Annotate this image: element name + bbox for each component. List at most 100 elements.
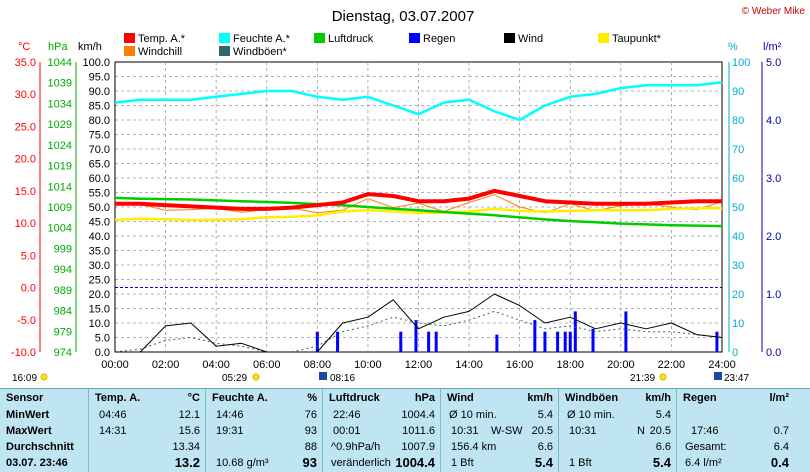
stats-cell: 12.1	[178, 409, 200, 421]
x-tick-label: 00:00	[101, 359, 129, 371]
stats-cell: Ø 10 min.	[449, 409, 497, 421]
stats-col-wind: Wind km/h Ø 10 min. 5.4 10:31 W-SW 20.5 …	[440, 389, 559, 472]
wind-tick-label: 90.0	[89, 86, 110, 98]
stats-unit-wind: km/h	[527, 392, 553, 404]
stats-cell: 1004.4	[401, 409, 435, 421]
wind-tick-label: 25.0	[89, 275, 110, 287]
plot-area: 35.0 30.0 25.0 20.0 15.0 10.0 5.0 0.0 -5.0 -10.0 1…	[11, 57, 781, 384]
moon-mark-a: 08:16	[330, 373, 355, 384]
stats-cell: 20.5	[531, 425, 553, 437]
wind-tick-label: 65.0	[89, 159, 110, 171]
wind-tick-label: 0.0	[95, 347, 110, 359]
rain-tick-label: 0.0	[766, 347, 781, 359]
wind-tick-label: 5.0	[95, 333, 110, 345]
rain-bar	[315, 331, 319, 352]
wind-tick-label: 15.0	[89, 304, 110, 316]
sunset-label: 21:39	[630, 373, 655, 384]
rain-bar	[543, 331, 547, 352]
stats-cell: 17:46	[691, 425, 719, 437]
stats-cell: 00:01	[333, 425, 361, 437]
stats-cell: Ø 10 min.	[567, 409, 615, 421]
legend-swatch-temp	[124, 33, 135, 43]
pressure-tick-label: 1044	[48, 57, 72, 69]
pressure-tick-label: 1034	[48, 98, 72, 110]
stats-cell: 1 Bft	[451, 457, 474, 469]
rain-bar	[624, 311, 628, 352]
stats-cell: 156.4 km	[451, 441, 497, 453]
x-tick-label: 22:00	[658, 359, 686, 371]
temp-tick-label: 20.0	[15, 154, 36, 166]
humidity-tick-label: 90	[732, 86, 744, 98]
stats-header-pressure: Luftdruck	[329, 392, 380, 404]
humidity-tick-label: 30	[732, 260, 744, 272]
stats-col-gust: Windböen km/h Ø 10 min. 5.4 10:31 N 20.5…	[558, 389, 677, 472]
stats-cell: 5.4	[537, 409, 553, 421]
stats-cell: 10:31	[451, 425, 479, 437]
stats-cell: 6.6	[537, 441, 553, 453]
temp-tick-label: 0.0	[21, 283, 36, 295]
legend-label-gust: Windböen*	[233, 46, 288, 58]
legend-label-wind: Wind	[518, 33, 543, 45]
humidity-tick-label: 40	[732, 231, 744, 243]
moon-icon	[714, 372, 722, 380]
stats-cell: 88	[304, 441, 317, 453]
wind-tick-label: 100.0	[82, 57, 110, 69]
pressure-tick-label: 1019	[48, 161, 72, 173]
wind-tick-label: 70.0	[89, 144, 110, 156]
pressure-tick-label: 974	[54, 347, 72, 359]
stats-cell: ^0.9hPa/h	[331, 441, 381, 453]
humidity-tick-label: 10	[732, 318, 744, 330]
humidity-tick-label: 0	[732, 347, 738, 359]
stats-header-humidity: Feuchte A.	[212, 392, 268, 404]
rain-bar	[427, 331, 431, 352]
rain-tick-label: 4.0	[766, 115, 781, 127]
series-line-luftdruck	[114, 196, 723, 228]
legend-label-rain: Regen	[423, 33, 455, 45]
legend-label-dewpoint: Taupunkt*	[612, 33, 662, 45]
stats-current: 5.4	[652, 455, 671, 470]
stats-cell: 1 Bft	[569, 457, 592, 469]
pressure-tick-label: 999	[54, 243, 72, 255]
stats-row-label: 03.07. 23:46	[6, 457, 68, 469]
stats-col-humidity: Feuchte A. % 14:46 76 19:31 93 88 10.68 …	[205, 389, 323, 472]
legend-swatch-gust	[219, 46, 230, 56]
series-line-temp-a	[115, 188, 722, 211]
stats-table: Sensor MinWert MaxWert Durchschnitt 03.0…	[0, 388, 810, 472]
rain-tick-label: 3.0	[766, 173, 781, 185]
pressure-tick-label: 1024	[48, 140, 72, 152]
legend-swatch-humidity	[219, 33, 230, 43]
pressure-tick-label: 1029	[48, 119, 72, 131]
rain-bar	[414, 320, 418, 352]
rain-bar	[573, 311, 577, 352]
stats-cell: 5.4	[655, 409, 671, 421]
moon-mark-b: 23:47	[724, 373, 749, 384]
humidity-tick-label: 80	[732, 115, 744, 127]
humidity-tick-label: 60	[732, 173, 744, 185]
stats-col-pressure: Luftdruck hPa 22:46 1004.4 00:01 1011.6 …	[322, 389, 441, 472]
rain-tick-label: 5.0	[766, 57, 781, 69]
pressure-tick-label: 1039	[48, 78, 72, 90]
stats-header-rain: Regen	[683, 392, 717, 404]
stats-unit-temp: °C	[187, 392, 200, 404]
stats-cell: Gesamt:	[685, 441, 727, 453]
x-tick-label: 14:00	[455, 359, 483, 371]
legend-label-windchill: Windchill	[138, 46, 182, 58]
temp-tick-label: -5.0	[17, 315, 36, 327]
rain-bar	[434, 331, 438, 352]
temp-tick-label: 30.0	[15, 89, 36, 101]
wind-tick-label: 75.0	[89, 130, 110, 142]
stats-current: 93	[302, 455, 317, 470]
wind-tick-label: 10.0	[89, 318, 110, 330]
pressure-tick-label: 1004	[48, 223, 72, 235]
stats-cell: veränderlich	[331, 457, 391, 469]
weather-chart: Dienstag, 03.07.2007 © Weber Mike Temp. …	[11, 6, 806, 384]
temp-tick-label: 5.0	[21, 250, 36, 262]
pressure-tick-label: 984	[54, 306, 72, 318]
legend-label-temp: Temp. A.*	[138, 33, 186, 45]
stats-header-gust: Windböen	[565, 392, 619, 404]
rain-tick-label: 1.0	[766, 289, 781, 301]
stats-unit-rain: l/m²	[769, 392, 789, 404]
sun-icon	[252, 373, 260, 381]
stats-cell: 0.7	[773, 425, 789, 437]
humidity-tick-label: 50	[732, 202, 744, 214]
